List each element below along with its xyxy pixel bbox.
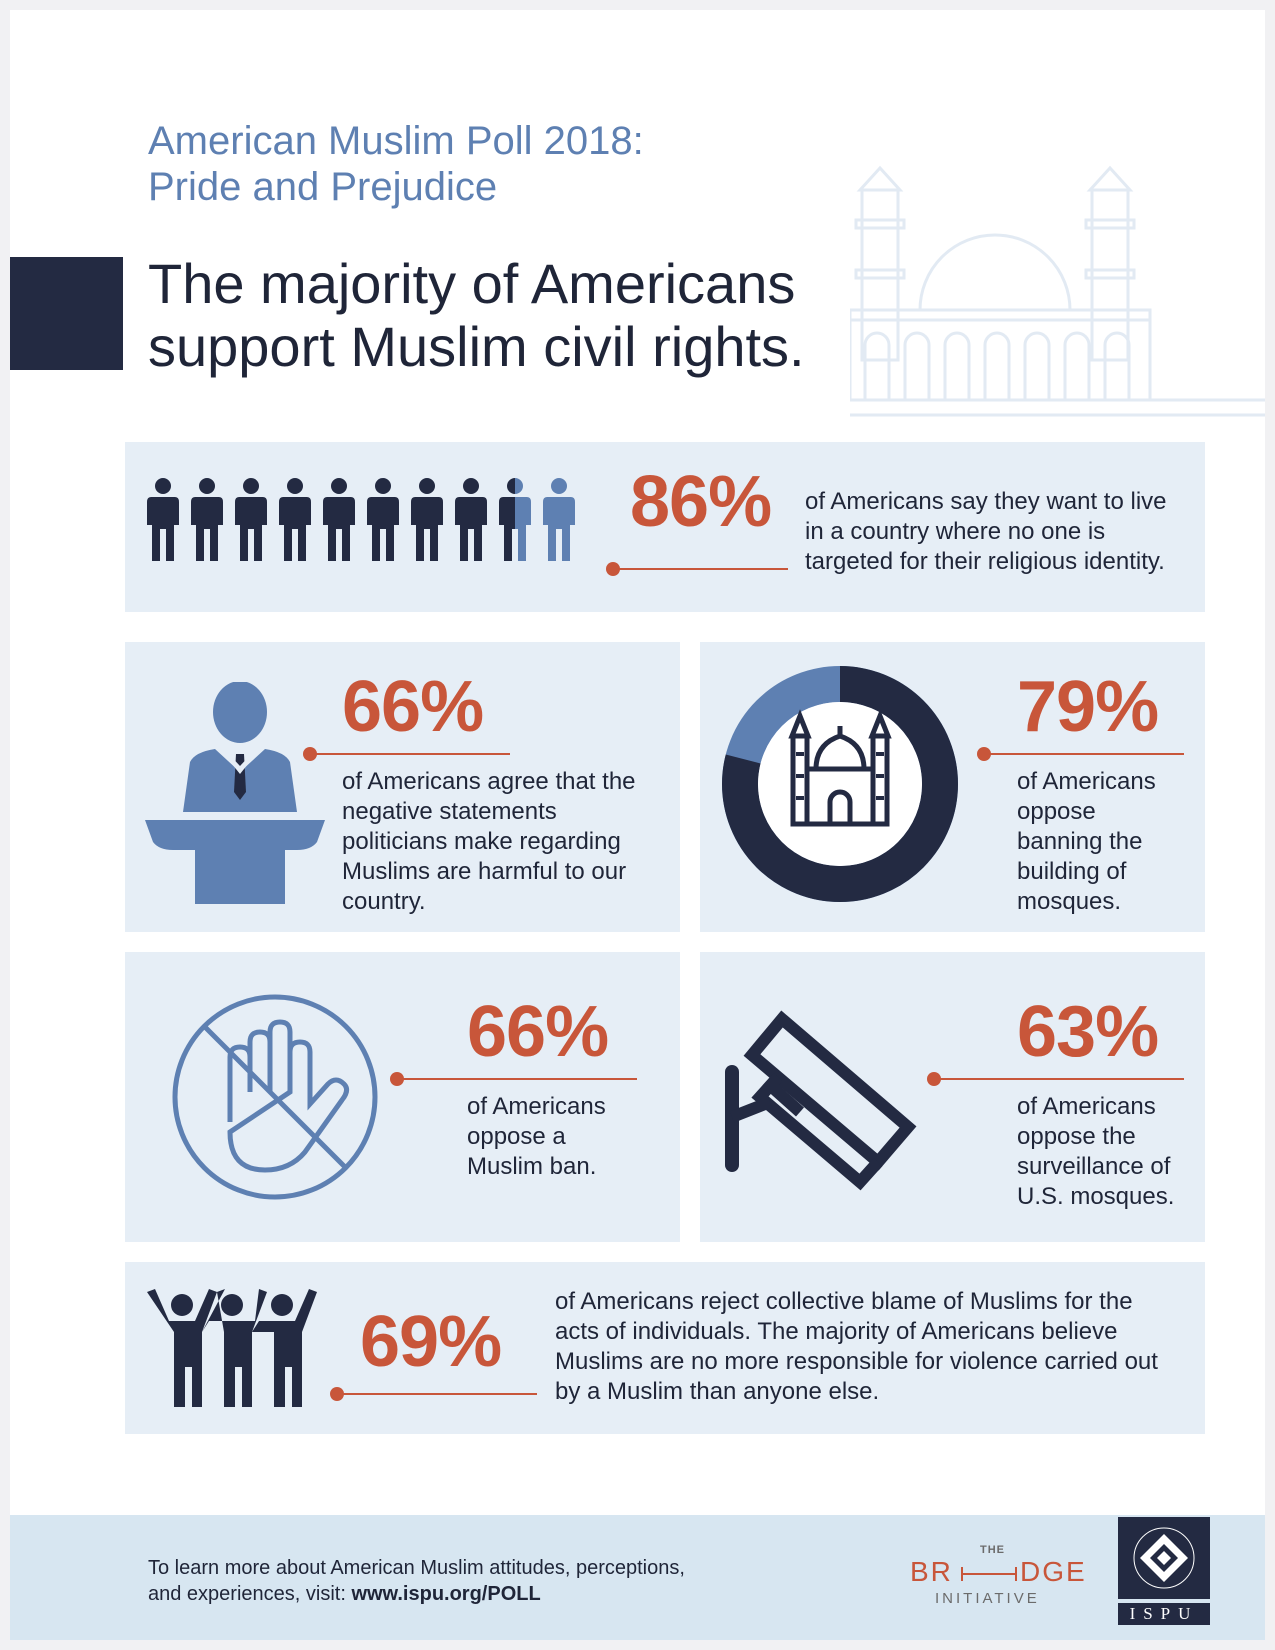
ispu-label: ISPU — [1118, 1603, 1210, 1625]
bridge-the-label: THE — [980, 1544, 1005, 1556]
stat-panel-66-politicians: 66% of Americans agree that the negative… — [125, 642, 680, 932]
footer-text: To learn more about American Muslim atti… — [148, 1555, 708, 1607]
stat-69-text: of Americans reject collective blame of … — [555, 1288, 1158, 1405]
footer-description: To learn more about American Muslim atti… — [148, 1557, 685, 1605]
headline-accent-block — [10, 257, 123, 370]
stat-66a-rule — [310, 753, 510, 755]
stat-66b-rule — [397, 1078, 637, 1080]
stat-panel-79-mosques: 79% of Americans oppose banning the buil… — [700, 642, 1205, 932]
surveillance-camera-icon — [725, 1010, 917, 1191]
footer-band — [10, 1515, 1265, 1640]
stat-69-value: 69% — [360, 1302, 502, 1382]
stat-86-text: of Americans say they want to live in a … — [805, 488, 1167, 575]
stat-66a-text: of Americans agree that the negative sta… — [342, 768, 636, 915]
stat-panel-66-ban: 66% of Americans oppose a Muslim ban. — [125, 952, 680, 1242]
footer-poll-link[interactable]: www.ispu.org/POLL — [351, 1583, 541, 1605]
ispu-logo: ISPU — [1118, 1517, 1210, 1627]
bridge-dge-label: DGE — [1020, 1556, 1087, 1587]
bridge-br-label: BR — [910, 1556, 953, 1587]
stat-63-text: of Americans oppose the surveillance of … — [1017, 1093, 1175, 1210]
bridge-initiative-label: INITIATIVE — [935, 1590, 1040, 1607]
raised-hands-group-icon — [147, 1289, 317, 1407]
stat-panel-69: 69% of Americans reject collective blame… — [125, 1262, 1205, 1434]
stat-63-rule — [934, 1078, 1184, 1080]
stat-66b-text: of Americans oppose a Muslim ban. — [467, 1093, 606, 1180]
stat-66b-value: 66% — [467, 992, 609, 1072]
stat-66a-value: 66% — [342, 667, 484, 747]
bridge-initiative-logo: THE BR DGE INITIATIVE — [910, 1544, 1085, 1608]
stat-panel-86: 86% of Americans say they want to live i… — [125, 442, 1205, 612]
infographic-page: American Muslim Poll 2018: Pride and Pre… — [10, 10, 1265, 1640]
poll-subtitle: American Muslim Poll 2018: Pride and Pre… — [148, 119, 644, 209]
stat-panel-63-surveillance: 63% of Americans oppose the surveillance… — [700, 952, 1205, 1242]
stat-69-rule — [337, 1393, 537, 1395]
stat-63-value: 63% — [1017, 992, 1159, 1072]
page-title: The majority of Americans support Muslim… — [148, 252, 805, 378]
ispu-diamond-icon — [1133, 1527, 1195, 1589]
stat-79-text: of Americans oppose banning the building… — [1017, 768, 1156, 915]
stat-79-value: 79% — [1017, 667, 1159, 747]
people-row-icon — [147, 478, 575, 561]
stat-86-rule — [613, 568, 788, 570]
politician-podium-icon — [145, 682, 325, 904]
bridge-line-icon — [961, 1567, 1017, 1581]
donut-79-arc — [722, 666, 958, 902]
mosque-outline-illustration — [850, 165, 1265, 417]
stat-86-value: 86% — [630, 462, 772, 542]
stat-79-rule — [984, 753, 1184, 755]
no-hand-icon — [172, 994, 378, 1200]
mosque-donut-icon — [722, 666, 958, 902]
